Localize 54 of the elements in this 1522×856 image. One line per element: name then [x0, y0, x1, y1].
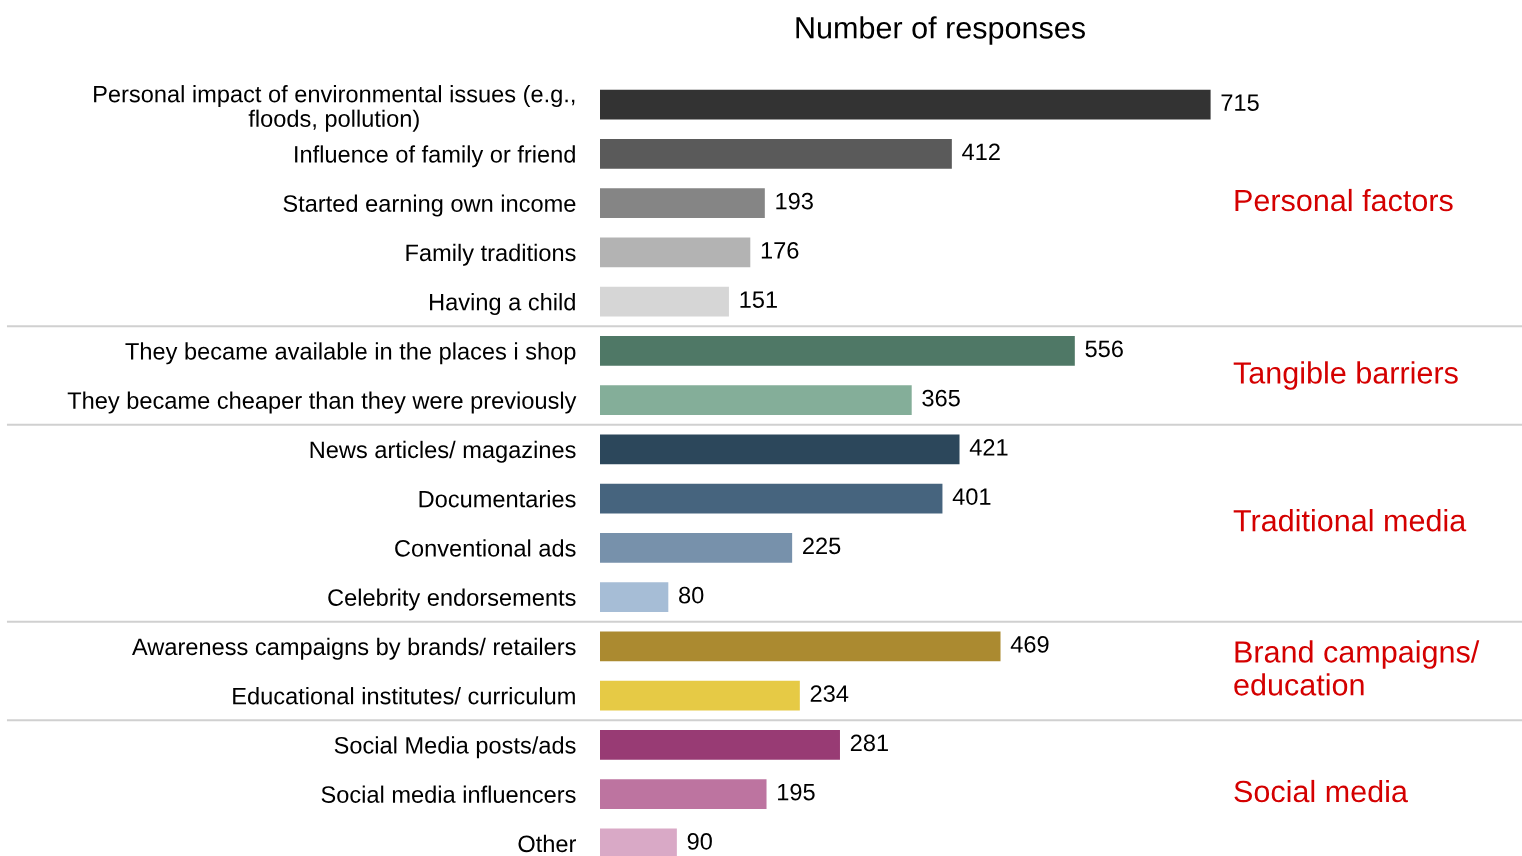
data-label: 176 — [761, 241, 799, 259]
bar — [600, 188, 765, 218]
data-label: 421 — [969, 438, 1008, 456]
data-label: 151 — [740, 291, 777, 308]
bar — [600, 336, 1075, 366]
data-label: 365 — [922, 389, 960, 407]
bar — [600, 385, 912, 415]
y-tick-label: News articles/ magazines — [310, 440, 576, 463]
text: Social media — [1234, 779, 1408, 803]
bar — [600, 533, 793, 563]
y-tick-label: Social media influencers — [321, 785, 576, 803]
y-tick-label: Personal impact of environmental issues (e.g., floods, pollution) — [94, 85, 575, 132]
data-label: 195 — [778, 783, 815, 801]
y-tick-label: They became available in the places i shop — [125, 342, 576, 365]
y-tick-label: Awareness campaigns by brands/ retailers — [131, 637, 576, 660]
y-tick-label: Social Media posts/ads — [334, 736, 576, 759]
data-label: 90 — [687, 832, 712, 850]
bar — [600, 237, 751, 268]
data-label: 234 — [810, 685, 849, 702]
bar — [600, 89, 1211, 120]
y-tick-label: Celebrity endorsements — [328, 588, 576, 611]
bar — [600, 139, 952, 169]
bar — [600, 582, 669, 612]
y-tick-label: Documentaries — [419, 490, 576, 508]
y-tick-label: Other — [518, 834, 576, 853]
data-label: 556 — [1085, 340, 1123, 358]
data-label: 225 — [803, 537, 841, 555]
y-tick-label: Conventional ads — [395, 539, 576, 557]
data-label: 412 — [962, 143, 1000, 160]
text: Traditional media — [1233, 509, 1467, 532]
y-tick-label: Family traditions — [406, 243, 576, 266]
text: Personal factors — [1235, 188, 1453, 212]
y-tick-label: Influence of family or friend — [295, 145, 575, 168]
data-label: 469 — [1010, 635, 1049, 653]
bar — [600, 434, 960, 465]
bar — [600, 779, 767, 809]
y-tick-label: Educational institutes/ curriculum — [233, 687, 575, 705]
data-label: 401 — [952, 488, 991, 505]
data-label: 193 — [776, 192, 813, 210]
bar — [600, 631, 1001, 662]
y-tick-label: They became cheaper than they were previously — [67, 391, 577, 414]
bar — [600, 680, 800, 711]
bar — [600, 483, 943, 514]
data-label: 80 — [679, 586, 704, 604]
bar — [600, 730, 840, 760]
bar — [600, 828, 677, 856]
y-tick-label: Started earning own income — [283, 194, 576, 217]
text: Brand campaigns/ education — [1234, 640, 1480, 696]
data-label: 281 — [850, 734, 888, 752]
text: Tangible barriers — [1233, 361, 1458, 390]
chart-title: Number of responses — [796, 16, 1085, 45]
data-label: 715 — [1221, 94, 1259, 111]
bar — [600, 286, 729, 317]
y-tick-label: Having a child — [430, 293, 575, 316]
